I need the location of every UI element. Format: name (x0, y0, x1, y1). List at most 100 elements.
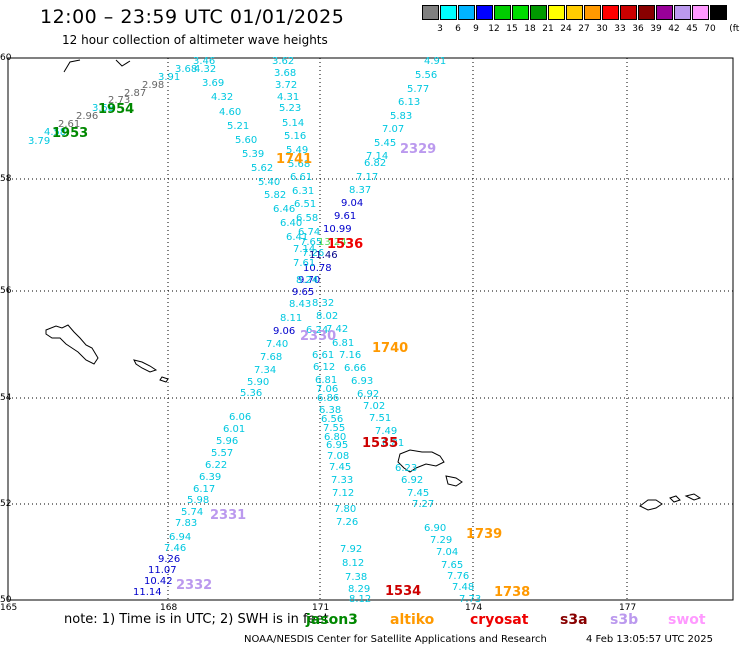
lat-label: 56 (0, 286, 12, 296)
satellite-name-s3b: s3b (610, 612, 639, 628)
legend-swatch (512, 5, 529, 20)
wave-height-value: 6.66 (344, 363, 366, 374)
page-subtitle: 12 hour collection of altimeter wave hei… (62, 33, 328, 47)
coastline-top (63, 59, 131, 73)
wave-height-value: 5.68 (288, 159, 310, 170)
wave-height-value: 2.87 (124, 88, 146, 99)
wave-height-value: 2.98 (142, 80, 164, 91)
wave-height-value: 7.80 (334, 504, 356, 515)
lon-label: 168 (160, 603, 177, 613)
wave-height-value: 6.31 (292, 186, 314, 197)
wave-height-value: 10.42 (144, 576, 173, 587)
wave-height-value: 4.60 (219, 107, 241, 118)
wave-height-value: 6.92 (357, 389, 379, 400)
wave-height-value: 7.68 (260, 352, 282, 363)
legend-unit: (ft) (729, 24, 740, 34)
wave-height-value: 6.23 (395, 463, 417, 474)
wave-height-value: 6.80 (324, 432, 346, 443)
wave-height-value: 10.78 (303, 263, 332, 274)
wave-height-value: 2.73 (108, 95, 130, 106)
island-far-right-3 (684, 493, 702, 501)
wave-height-value: 6.12 (313, 362, 335, 373)
satellite-name-swot: swot (668, 612, 706, 628)
wave-height-value: 6.61 (290, 172, 312, 183)
legend-swatch (530, 5, 547, 20)
wave-height-value: 3.91 (158, 72, 180, 83)
wave-height-value: 5.83 (390, 111, 412, 122)
wave-height-value: 3.46 (193, 56, 215, 67)
wave-height-value: 5.49 (286, 145, 308, 156)
island-far-right-2 (669, 495, 681, 503)
wave-height-value: 7.92 (340, 544, 362, 555)
wave-height-value: 5.16 (284, 131, 306, 142)
wave-height-value: 6.86 (317, 393, 339, 404)
wave-height-value: 7.40 (266, 339, 288, 350)
wave-height-value: 6.61 (312, 350, 334, 361)
satellite-name-cryosat: cryosat (470, 612, 529, 628)
wave-height-value: 9.04 (341, 198, 363, 209)
wave-height-value: 3.68 (175, 64, 197, 75)
satellite-name-jason3: jason3 (306, 612, 358, 628)
wave-height-value: 5.56 (415, 70, 437, 81)
wave-height-value: 6.58 (296, 213, 318, 224)
pass-number: 1738 (494, 585, 530, 600)
pass-number: 2332 (176, 578, 212, 593)
legend-swatch (566, 5, 583, 20)
wave-height-value: 6.56 (321, 414, 343, 425)
wave-height-value: 5.96 (216, 436, 238, 447)
legend-swatch (440, 5, 457, 20)
legend-label: 39 (650, 24, 662, 34)
wave-height-value: 5.74 (181, 507, 203, 518)
wave-height-value: 9.61 (334, 211, 356, 222)
wave-height-value: 5.77 (407, 84, 429, 95)
legend-label: 15 (506, 24, 518, 34)
wave-height-value: 8.24 (296, 275, 318, 286)
map-frame (7, 57, 734, 601)
island-tiny (445, 475, 463, 487)
legend-swatch (422, 5, 439, 20)
wave-height-value: 6.90 (424, 523, 446, 534)
wave-height-value: 7.17 (356, 172, 378, 183)
wave-height-value: 5.45 (374, 138, 396, 149)
legend-swatch (602, 5, 619, 20)
pass-number: 1740 (372, 341, 408, 356)
wave-height-value: 5.21 (227, 121, 249, 132)
wave-height-value: 6.93 (351, 376, 373, 387)
wave-height-value: 6.94 (169, 532, 191, 543)
wave-height-value: 8.02 (316, 311, 338, 322)
wave-height-value: 6.81 (382, 438, 404, 449)
generation-timestamp: 4 Feb 13:05:57 UTC 2025 (586, 634, 713, 645)
lon-label: 171 (312, 603, 329, 613)
pass-number: 1953 (52, 126, 88, 141)
map-grid (7, 57, 734, 601)
wave-height-value: 8.12 (342, 558, 364, 569)
legend-swatch (638, 5, 655, 20)
wave-height-value: 5.36 (240, 388, 262, 399)
wave-height-value: 5.98 (187, 495, 209, 506)
pass-number: 1535 (362, 436, 398, 451)
wave-height-value: 8.12 (349, 594, 371, 605)
wave-height-value: 3.68 (274, 68, 296, 79)
wave-height-value: 7.45 (329, 462, 351, 473)
island-small-1 (133, 359, 158, 373)
wave-height-value: 5.82 (264, 190, 286, 201)
wave-height-value: 5.90 (247, 377, 269, 388)
wave-height-value: 3.58 (92, 103, 114, 114)
legend-label: 3 (437, 24, 443, 34)
wave-height-value: 2.61 (58, 119, 80, 130)
wave-height-value: 6.40 (280, 218, 302, 229)
pass-number: 1739 (466, 527, 502, 542)
wave-height-value: 9.06 (273, 326, 295, 337)
wave-height-value: 7.26 (302, 248, 324, 259)
lon-label: 174 (465, 603, 482, 613)
pass-number: 1534 (385, 584, 421, 599)
wave-height-value: 6.51 (294, 199, 316, 210)
wave-height-value: 7.29 (430, 535, 452, 546)
wave-height-value: 11.07 (148, 565, 177, 576)
legend-label: 42 (668, 24, 680, 34)
wave-height-value: 8.37 (349, 185, 371, 196)
wave-height-value: 5.62 (251, 163, 273, 174)
legend-label: 6 (455, 24, 461, 34)
wave-height-value: 8.43 (289, 299, 311, 310)
